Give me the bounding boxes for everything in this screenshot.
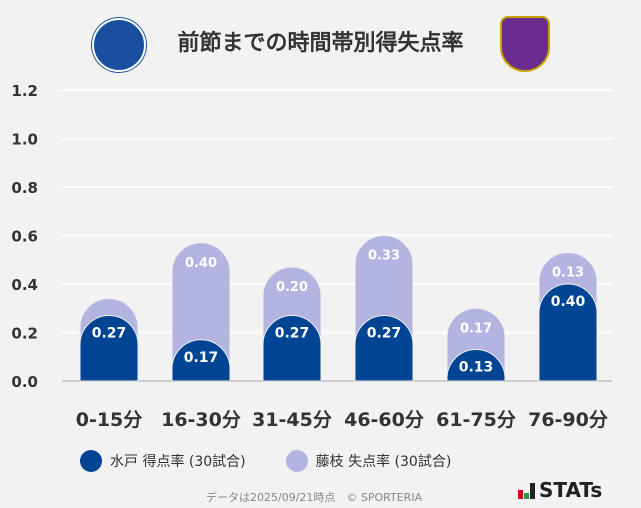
data-label-mito: 0.27 (367, 326, 402, 342)
data-label-mito: 0.40 (551, 294, 586, 310)
y-tick-label: 1.0 (11, 131, 38, 149)
y-tick-label: 0.6 (11, 228, 38, 246)
y-tick-label: 0.0 (11, 373, 38, 391)
bar-mito (262, 315, 322, 382)
x-tick-label: 61-75分 (436, 409, 516, 431)
chart-area: 0.0 0.2 0.4 0.6 0.8 1.0 1.2 0.27 0-15分 0.17 0.40 16… (11, 82, 612, 431)
y-tick-label: 0.8 (11, 179, 38, 197)
mito-logo (92, 18, 146, 72)
data-label-fujieda: 0.40 (185, 256, 217, 271)
data-label-fujieda: 0.20 (276, 280, 308, 295)
data-label-mito: 0.17 (184, 350, 219, 366)
y-tick-label: 0.4 (11, 276, 38, 294)
bar-mito (538, 283, 598, 382)
bar-mito (354, 315, 414, 382)
data-label-fujieda: 0.13 (552, 265, 584, 280)
y-tick-label: 1.2 (11, 82, 38, 100)
stats-brand: STATs (518, 478, 602, 502)
x-tick-label: 46-60分 (344, 409, 424, 431)
chart-title: 前節までの時間帯別得失点率 (177, 31, 464, 56)
x-tick-label: 31-45分 (252, 409, 332, 431)
data-label-mito: 0.27 (92, 326, 127, 342)
fujieda-logo (500, 16, 550, 72)
bar-mito (79, 315, 139, 382)
stats-icon (518, 483, 535, 499)
x-tick-label: 16-30分 (161, 409, 241, 431)
bar-mito (446, 349, 506, 382)
y-tick-label: 0.2 (11, 325, 38, 343)
x-tick-label: 76-90分 (528, 409, 608, 431)
legend-label-fujieda: 藤枝 失点率 (30試合) (315, 454, 452, 470)
data-label-mito: 0.27 (275, 326, 310, 342)
legend: 水戸 得点率 (30試合) 藤枝 失点率 (30試合) (80, 450, 451, 472)
footer-note: データは2025/09/21時点 © SPORTERIA (206, 491, 423, 504)
bar-mito (171, 339, 231, 382)
x-tick-label: 0-15分 (76, 409, 143, 431)
legend-swatch-fujieda (285, 450, 308, 472)
data-label-fujieda: 0.33 (368, 249, 400, 264)
legend-label-mito: 水戸 得点率 (30試合) (110, 454, 246, 470)
data-label-mito: 0.13 (459, 359, 494, 375)
data-label-fujieda: 0.17 (460, 321, 492, 336)
legend-swatch-mito (80, 450, 102, 472)
